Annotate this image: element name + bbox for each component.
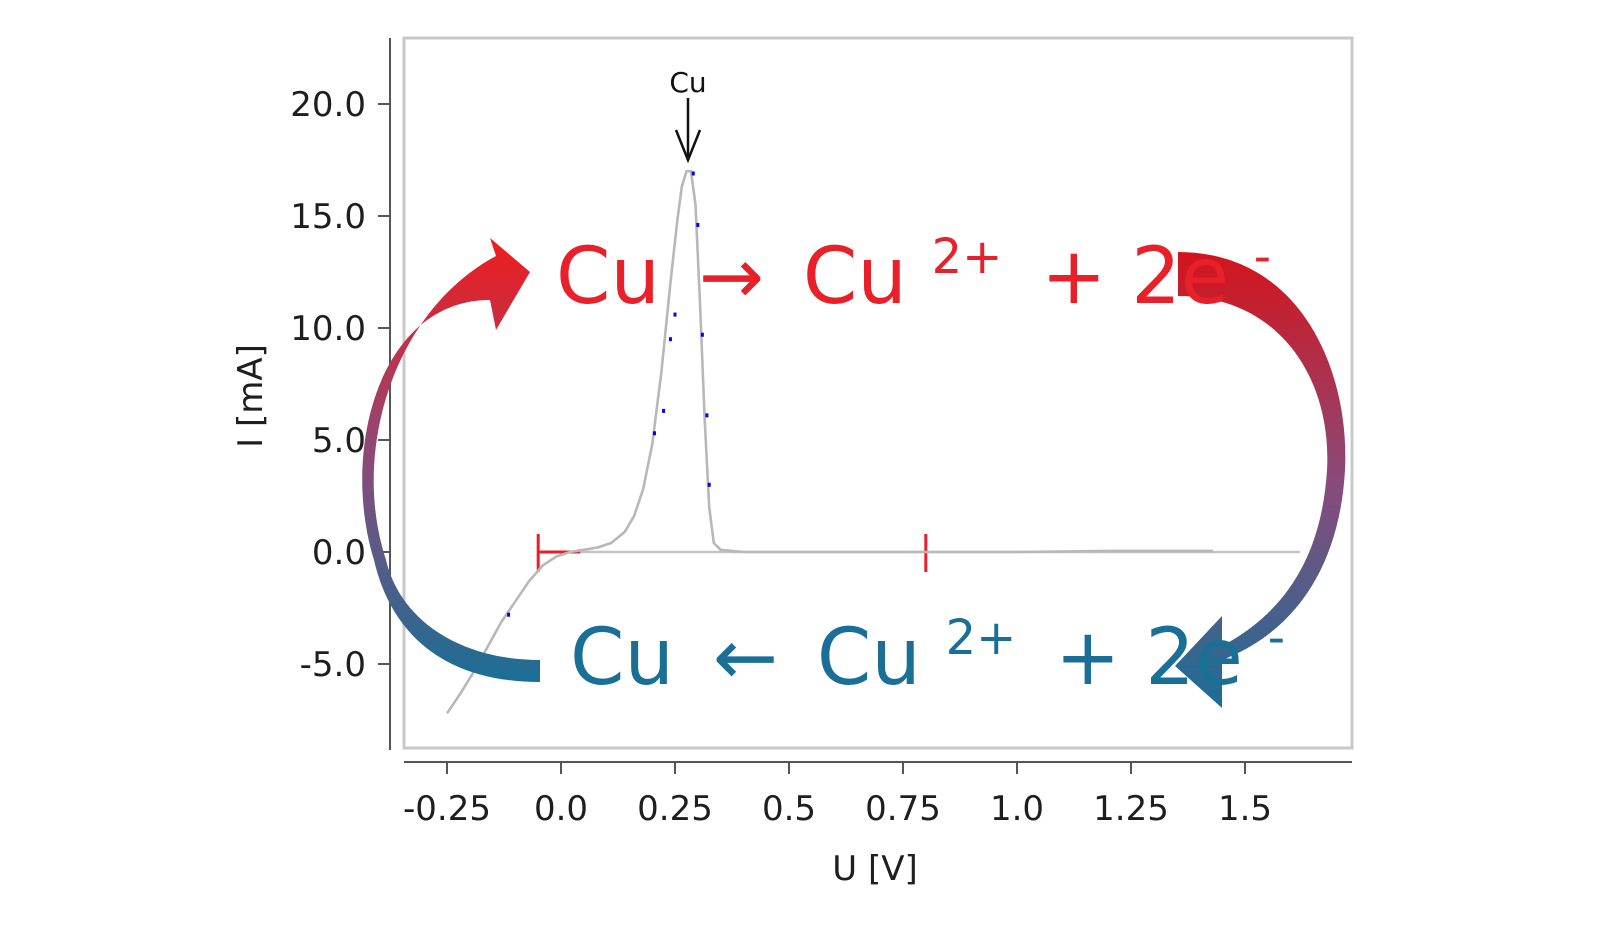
y-axis-title: I [mA]: [231, 344, 271, 448]
data-point: [662, 408, 666, 413]
plot-frame: [402, 36, 1354, 750]
oxidation-charge: 2+: [932, 229, 1003, 285]
data-point: [707, 482, 711, 487]
reduction-electron: -: [1268, 610, 1285, 666]
reduction-rhs: Cu: [817, 613, 921, 703]
x-tick-label: 0.75: [865, 789, 941, 829]
peak-arrow-head: [674, 129, 702, 164]
y-tick-label: 15.0: [290, 197, 366, 237]
oxidation-rest: + 2e: [1041, 232, 1229, 322]
x-tick-label: 0.5: [762, 789, 816, 829]
x-axis-ticks: -0.25 0.0 0.25 0.5 0.75 1.0 1.25 1.5: [403, 762, 1272, 829]
reduction-cycle-arrow: [1175, 252, 1346, 708]
reduction-lhs: Cu: [570, 613, 674, 703]
x-tick-label: 1.0: [990, 789, 1044, 829]
oxidation-equation: Cu → Cu 2+ + 2e -: [556, 202, 1271, 322]
reduction-arrow: ←: [713, 613, 778, 703]
reduction-charge: 2+: [946, 610, 1017, 666]
oxidation-arrow: →: [699, 232, 764, 322]
data-point: [705, 413, 709, 418]
reduction-rest: + 2e: [1055, 613, 1243, 703]
data-point: [507, 612, 511, 617]
current-voltage-curve: [445, 169, 1214, 715]
y-tick-label: 10.0: [290, 309, 366, 349]
data-point: [652, 431, 656, 436]
data-series: [445, 169, 1214, 715]
y-tick-label: 20.0: [290, 85, 366, 125]
data-point: [700, 332, 704, 337]
data-point: [673, 312, 677, 317]
peak-label: Cu: [669, 66, 706, 99]
x-tick-label: 1.5: [1218, 789, 1272, 829]
x-tick-label: 0.0: [534, 789, 588, 829]
y-tick-label: -5.0: [300, 645, 366, 685]
oxidation-lhs: Cu: [556, 232, 660, 322]
x-tick-label: 1.25: [1093, 789, 1169, 829]
x-axis-title: U [V]: [832, 849, 917, 889]
data-point: [696, 222, 700, 227]
y-axis-ticks: 20.0 15.0 10.0 5.0 0.0 -5.0: [290, 85, 390, 685]
data-point: [691, 171, 695, 176]
x-tick-label: -0.25: [403, 789, 491, 829]
oxidation-rhs: Cu: [803, 232, 907, 322]
reduction-equation: Cu ← Cu 2+ + 2e -: [570, 583, 1285, 703]
y-tick-label: 0.0: [312, 533, 366, 573]
x-tick-label: 0.25: [637, 789, 713, 829]
oxidation-electron: -: [1254, 229, 1271, 285]
data-point: [668, 337, 672, 342]
oxidation-cycle-arrow: [362, 238, 540, 682]
y-tick-label: 5.0: [312, 421, 366, 461]
